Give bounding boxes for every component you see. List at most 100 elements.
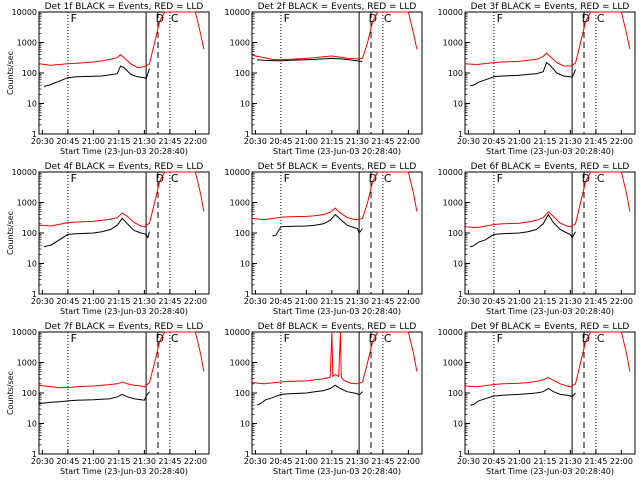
- x-tick-label: 21:30: [346, 457, 369, 466]
- y-tick-label: 100: [448, 69, 463, 78]
- x-tick-label: 20:45: [269, 297, 292, 306]
- x-tick-label: 21:45: [371, 137, 394, 146]
- x-tick-label: 21:00: [82, 137, 105, 146]
- plot-frame: [464, 331, 636, 455]
- x-tick-label: 20:30: [457, 297, 480, 306]
- x-axis-label: Start Time (23-Jun-03 20:28:40): [486, 467, 614, 476]
- x-axis-label: Start Time (23-Jun-03 20:28:40): [60, 307, 188, 316]
- x-tick-label: 21:30: [559, 297, 582, 306]
- plot-frame: [464, 171, 636, 295]
- x-axis-label: Start Time (23-Jun-03 20:28:40): [273, 467, 401, 476]
- y-tick-label: 10: [240, 420, 250, 429]
- x-tick-label: 20:30: [457, 457, 480, 466]
- x-tick-label: 22:00: [184, 137, 207, 146]
- marker-letter: D: [369, 332, 377, 345]
- x-tick-label: 21:15: [533, 297, 556, 306]
- x-tick-label: 21:15: [320, 457, 343, 466]
- x-tick-label: 21:30: [133, 457, 156, 466]
- chart-title: Det 6f BLACK = Events, RED = LLD: [471, 162, 630, 172]
- y-tick-label: 1: [458, 290, 463, 299]
- y-tick-label: 100: [235, 229, 250, 238]
- x-tick-label: 20:30: [244, 297, 267, 306]
- plot-frame: [251, 331, 423, 455]
- marker-letter: F: [71, 12, 77, 25]
- det-7-panel: Det 7f BLACK = Events, RED = LLD 1 10 100 10…: [6, 322, 210, 476]
- series-events-line: [469, 61, 576, 87]
- marker-letter: D: [582, 332, 590, 345]
- x-tick-label: 20:30: [457, 137, 480, 146]
- y-tick-label: 10000: [438, 168, 463, 177]
- series-events-line: [469, 213, 576, 248]
- y-tick-label: 1000: [443, 39, 463, 48]
- x-tick-label: 20:30: [31, 137, 54, 146]
- series-lld-line: [38, 171, 205, 228]
- series-lld-line: [38, 331, 205, 389]
- x-tick-label: 21:15: [107, 297, 130, 306]
- x-tick-label: 22:00: [610, 137, 633, 146]
- marker-letter: C: [384, 172, 392, 185]
- chart-title: Det 9f BLACK = Events, RED = LLD: [471, 322, 630, 332]
- chart-title: Det 2f BLACK = Events, RED = LLD: [258, 2, 417, 12]
- x-axis-label: Start Time (23-Jun-03 20:28:40): [486, 307, 614, 316]
- y-tick-label: 1000: [17, 39, 37, 48]
- x-tick-label: 21:45: [158, 457, 181, 466]
- marker-letter: F: [284, 172, 290, 185]
- y-tick-label: 1: [458, 450, 463, 459]
- x-axis-label: Start Time (23-Jun-03 20:28:40): [486, 147, 614, 156]
- marker-letter: F: [284, 332, 290, 345]
- y-tick-label: 10: [453, 260, 463, 269]
- chart-title: Det 8f BLACK = Events, RED = LLD: [258, 322, 417, 332]
- y-tick-label: 1000: [17, 199, 37, 208]
- x-tick-label: 20:45: [482, 297, 505, 306]
- x-tick-label: 22:00: [397, 457, 420, 466]
- y-tick-label: 1000: [230, 359, 250, 368]
- x-tick-label: 21:00: [295, 297, 318, 306]
- plot-frame: [464, 11, 636, 135]
- x-tick-label: 21:00: [295, 137, 318, 146]
- chart-title: Det 1f BLACK = Events, RED = LLD: [45, 2, 204, 12]
- marker-letter: C: [597, 12, 605, 25]
- y-tick-label: 10: [27, 420, 37, 429]
- x-tick-label: 21:15: [107, 137, 130, 146]
- plot-frame: [38, 171, 210, 295]
- x-tick-label: 20:45: [56, 297, 79, 306]
- marker-letter: C: [597, 172, 605, 185]
- y-tick-label: 100: [235, 389, 250, 398]
- marker-letter: C: [171, 12, 179, 25]
- series-lld-line: [464, 11, 631, 67]
- x-tick-label: 21:15: [320, 297, 343, 306]
- series-events-line: [470, 387, 576, 406]
- series-lld-line: [464, 331, 631, 388]
- det-8-panel: Det 8f BLACK = Events, RED = LLD 1 10 100 10…: [225, 322, 423, 476]
- series-events-line: [256, 384, 363, 406]
- x-tick-label: 20:45: [56, 137, 79, 146]
- y-tick-label: 1000: [17, 359, 37, 368]
- y-axis-label: Counts/sec: [6, 211, 15, 255]
- series-lld-line: [38, 11, 205, 69]
- series-events-line: [43, 217, 150, 248]
- y-tick-label: 1: [245, 290, 250, 299]
- y-tick-label: 10: [27, 260, 37, 269]
- y-tick-label: 10000: [225, 168, 250, 177]
- y-tick-label: 1000: [230, 39, 250, 48]
- x-axis-label: Start Time (23-Jun-03 20:28:40): [60, 467, 188, 476]
- x-tick-label: 20:45: [269, 137, 292, 146]
- x-tick-label: 22:00: [610, 297, 633, 306]
- x-tick-label: 21:30: [346, 297, 369, 306]
- x-tick-label: 21:30: [133, 297, 156, 306]
- x-tick-label: 22:00: [184, 297, 207, 306]
- plot-frame: [38, 11, 210, 135]
- series-events-line: [38, 391, 150, 405]
- x-tick-label: 21:45: [371, 297, 394, 306]
- y-tick-label: 10000: [225, 8, 250, 17]
- series-lld-line: [251, 11, 418, 61]
- y-tick-label: 1: [245, 130, 250, 139]
- x-tick-label: 20:30: [244, 457, 267, 466]
- x-tick-label: 21:00: [508, 457, 531, 466]
- marker-letter: D: [582, 172, 590, 185]
- y-tick-label: 10000: [12, 168, 37, 177]
- x-tick-label: 22:00: [184, 457, 207, 466]
- det-6-panel: Det 6f BLACK = Events, RED = LLD 1 10 100 10…: [438, 162, 636, 316]
- y-tick-label: 10000: [438, 8, 463, 17]
